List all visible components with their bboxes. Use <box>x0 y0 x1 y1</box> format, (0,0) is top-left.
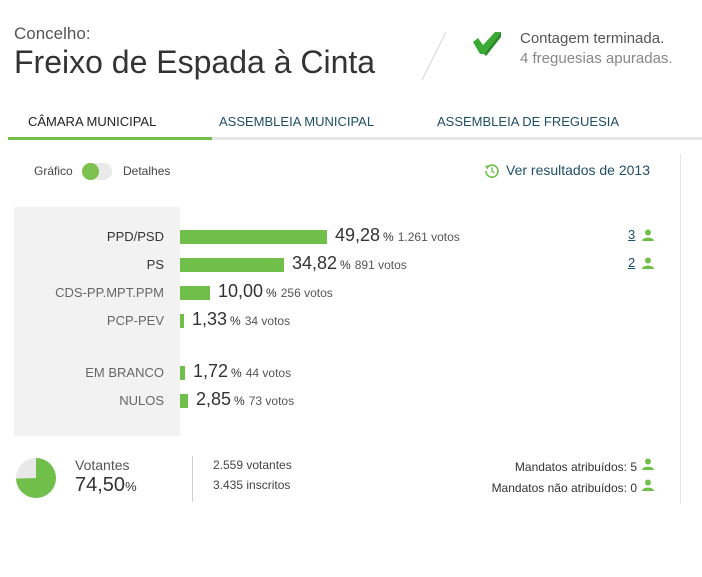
toggle-label-chart: Gráfico <box>34 164 73 178</box>
result-value: 2,85% 73 votos <box>196 389 294 410</box>
person-icon <box>642 458 654 470</box>
active-tab-indicator <box>8 137 212 140</box>
toggle-knob <box>82 163 99 180</box>
party-name: EM BRANCO <box>85 365 164 380</box>
election-tabs: CÂMARA MUNICIPAL ASSEMBLEIA MUNICIPAL AS… <box>8 107 702 140</box>
party-name: NULOS <box>119 393 164 408</box>
party-name: PCP-PEV <box>106 313 164 328</box>
result-row: PPD/PSD 49,28% 1.261 votos 3 <box>0 225 680 246</box>
result-votes: 73 votos <box>248 394 295 408</box>
result-row: PCP-PEV 1,33% 34 votos <box>0 309 680 330</box>
result-bar <box>180 314 184 328</box>
result-percent: 2,85 <box>196 389 232 409</box>
header-divider <box>421 31 447 81</box>
mandates-unassigned: Mandatos não atribuídos: 0 <box>491 481 637 495</box>
turnout-pie-chart <box>16 458 56 498</box>
percent-symbol: % <box>231 366 242 380</box>
page-title: Freixo de Espada à Cinta <box>14 44 376 80</box>
percent-symbol: % <box>234 394 245 408</box>
result-bar <box>180 230 327 244</box>
history-icon <box>485 164 499 178</box>
panel-border <box>680 154 681 504</box>
pie-slice-voters <box>16 458 56 498</box>
person-icon <box>642 257 654 269</box>
seats-link[interactable]: 3 <box>628 227 636 242</box>
result-percent: 49,28 <box>335 225 381 245</box>
result-bar <box>180 286 210 300</box>
result-percent: 34,82 <box>292 253 338 273</box>
turnout-label: Votantes <box>75 457 130 473</box>
percent-symbol: % <box>383 230 394 244</box>
result-votes: 1.261 votos <box>397 230 460 244</box>
result-value: 1,33% 34 votos <box>192 309 290 330</box>
turnout-footer: Votantes 74,50% 2.559 votantes 3.435 ins… <box>0 450 702 510</box>
result-votes: 891 votos <box>354 258 407 272</box>
footer-divider <box>192 456 193 502</box>
turnout-percent-symbol: % <box>125 479 137 494</box>
voters-count: 2.559 votantes <box>213 458 292 472</box>
result-percent: 1,33 <box>192 309 228 329</box>
result-votes: 256 votos <box>280 286 333 300</box>
percent-symbol: % <box>340 258 351 272</box>
tab-assembleia-municipal[interactable]: ASSEMBLEIA MUNICIPAL <box>219 114 375 129</box>
toggle-label-details: Detalhes <box>123 164 171 178</box>
party-name: PPD/PSD <box>106 229 164 244</box>
previous-results-label: Ver resultados de 2013 <box>506 162 650 178</box>
turnout-percent-value: 74,50 <box>75 474 126 496</box>
result-bar <box>180 366 185 380</box>
mandates-assigned: Mandatos atribuídos: 5 <box>514 460 637 474</box>
percent-symbol: % <box>266 286 277 300</box>
person-icon <box>642 229 654 241</box>
result-row: CDS-PP.MPT.PPM 10,00% 256 votos <box>0 281 680 302</box>
tab-camara-municipal[interactable]: CÂMARA MUNICIPAL <box>28 114 157 129</box>
result-value: 34,82% 891 votos <box>292 253 407 274</box>
header: Concelho: Freixo de Espada à Cinta Conta… <box>0 0 702 100</box>
party-name: PS <box>146 257 164 272</box>
seats-link[interactable]: 2 <box>628 255 636 270</box>
registered-count: 3.435 inscritos <box>213 478 291 492</box>
checkmark-icon <box>473 32 501 56</box>
party-labels-column <box>14 207 180 436</box>
view-toggle-switch[interactable] <box>82 163 112 180</box>
person-icon <box>642 479 654 491</box>
result-percent: 10,00 <box>218 281 264 301</box>
result-row: EM BRANCO 1,72% 44 votos <box>0 361 680 382</box>
party-name: CDS-PP.MPT.PPM <box>55 285 164 300</box>
status-subtext: 4 freguesias apuradas. <box>520 50 673 67</box>
result-percent: 1,72 <box>193 361 229 381</box>
result-bar <box>180 394 188 408</box>
result-value: 49,28% 1.261 votos <box>335 225 460 246</box>
turnout-percent: 74,50% <box>75 474 137 497</box>
status-text: Contagem terminada. <box>520 30 665 47</box>
result-votes: 44 votos <box>245 366 292 380</box>
result-row: PS 34,82% 891 votos 2 <box>0 253 680 274</box>
result-value: 1,72% 44 votos <box>193 361 291 382</box>
concelho-label: Concelho: <box>14 24 91 43</box>
percent-symbol: % <box>230 314 241 328</box>
result-votes: 34 votos <box>244 314 291 328</box>
result-row: NULOS 2,85% 73 votos <box>0 389 680 410</box>
result-value: 10,00% 256 votos <box>218 281 333 302</box>
tab-assembleia-freguesia[interactable]: ASSEMBLEIA DE FREGUESIA <box>437 114 620 129</box>
result-bar <box>180 258 284 272</box>
